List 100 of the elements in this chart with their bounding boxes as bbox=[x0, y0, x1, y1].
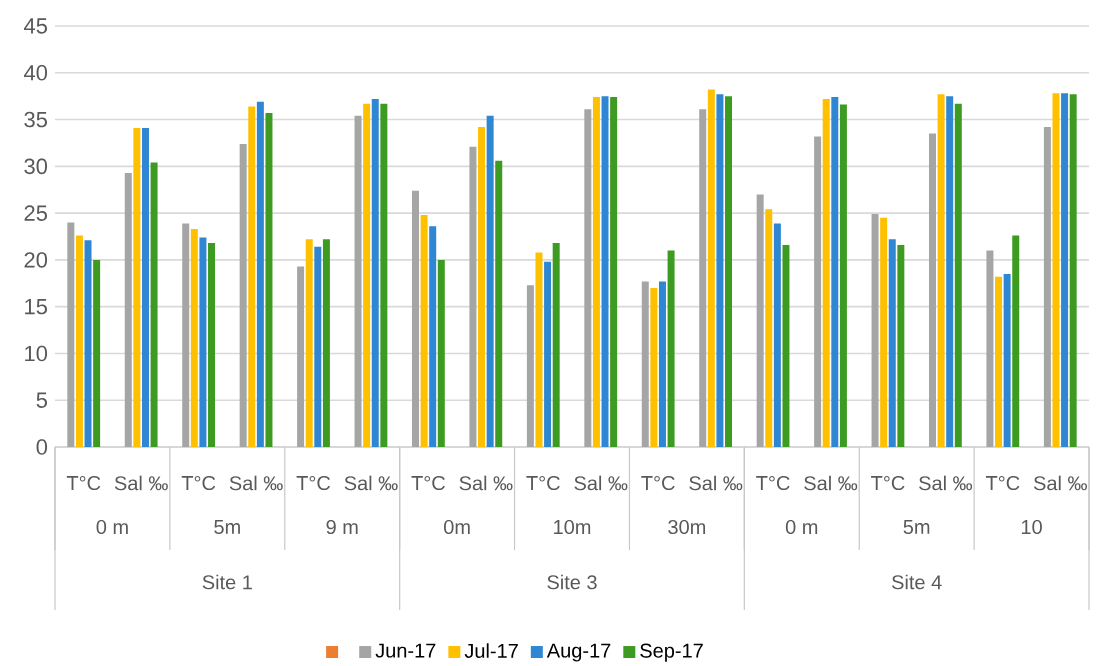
bar bbox=[928, 133, 936, 447]
x-tick-label: Sal ‰ bbox=[574, 475, 628, 491]
bar bbox=[84, 240, 92, 447]
text: 0 m bbox=[96, 519, 128, 535]
bar bbox=[199, 237, 207, 447]
bar bbox=[888, 239, 896, 447]
bar bbox=[756, 194, 764, 447]
x-tick-label: T°C bbox=[411, 475, 445, 491]
bar bbox=[420, 214, 428, 447]
bar bbox=[248, 106, 256, 447]
bar bbox=[141, 127, 149, 447]
y-tick-label: 20 bbox=[24, 252, 48, 268]
legend-label: Aug-17 bbox=[546, 643, 611, 662]
text: 10 bbox=[1021, 519, 1042, 535]
bar bbox=[1069, 94, 1077, 447]
bar bbox=[1052, 93, 1060, 447]
legend-label: Sep-17 bbox=[640, 643, 703, 662]
x-tick-label: T°C bbox=[296, 475, 331, 491]
x-tick-label: Sal ‰ bbox=[919, 475, 973, 491]
bar bbox=[363, 103, 371, 447]
y-tick-label: 15 bbox=[25, 299, 47, 315]
bar bbox=[610, 97, 618, 447]
y-tick-label: 45 bbox=[23, 18, 47, 34]
x-tick-label: Sal ‰ bbox=[459, 475, 513, 491]
text: 30m bbox=[668, 519, 706, 535]
text: 5m bbox=[903, 520, 930, 534]
bar bbox=[208, 243, 216, 447]
x-tick-label: T°C bbox=[181, 475, 216, 491]
bar bbox=[822, 98, 830, 447]
bar bbox=[535, 252, 543, 447]
x-tick-label: T°C bbox=[66, 475, 101, 491]
text: Site 4 bbox=[892, 574, 942, 590]
y-tick-label: 0 bbox=[36, 439, 48, 455]
bar bbox=[584, 109, 592, 447]
bar bbox=[526, 285, 534, 447]
y-tick-label: 35 bbox=[24, 111, 47, 128]
y-tick-label: 30 bbox=[24, 158, 48, 175]
bar bbox=[380, 103, 388, 447]
x-tick-label: Sal ‰ bbox=[344, 475, 398, 491]
bar bbox=[880, 217, 888, 447]
bar bbox=[658, 281, 666, 447]
bar bbox=[486, 115, 494, 447]
bar bbox=[1061, 93, 1069, 447]
bar bbox=[1012, 235, 1020, 447]
text: 0 m bbox=[785, 519, 818, 535]
x-tick-label: T°C bbox=[526, 475, 560, 491]
text: 9 m bbox=[326, 519, 358, 535]
bar bbox=[831, 97, 839, 447]
bar bbox=[150, 162, 158, 447]
bar bbox=[412, 190, 419, 447]
bar bbox=[946, 96, 954, 447]
y-tick-label: 40 bbox=[23, 65, 48, 81]
text: 10m bbox=[554, 519, 591, 535]
text: 5m bbox=[214, 520, 240, 534]
bar bbox=[937, 94, 945, 447]
x-tick-label: Sal ‰ bbox=[229, 475, 283, 491]
bar bbox=[592, 97, 600, 447]
bar bbox=[986, 250, 994, 447]
x-tick-label: T°C bbox=[756, 475, 790, 491]
legend-label: Jul-17 bbox=[464, 643, 518, 658]
bar bbox=[650, 287, 658, 447]
bar bbox=[601, 96, 609, 447]
text: Site 3 bbox=[547, 574, 597, 590]
bar bbox=[93, 259, 101, 447]
bar bbox=[544, 261, 552, 447]
x-tick-label: Sal ‰ bbox=[114, 475, 168, 491]
bar bbox=[552, 243, 560, 447]
bar bbox=[641, 281, 649, 447]
bar bbox=[182, 223, 190, 447]
bar bbox=[716, 94, 724, 447]
bar bbox=[133, 127, 141, 447]
bar bbox=[725, 96, 733, 447]
y-tick-label: 5 bbox=[36, 392, 47, 408]
y-tick-label: 25 bbox=[24, 205, 47, 221]
bar bbox=[897, 244, 905, 447]
x-tick-label: Sal ‰ bbox=[689, 475, 743, 491]
bar bbox=[354, 115, 362, 447]
legend-label: Jun-17 bbox=[375, 643, 436, 658]
x-tick-label: T°C bbox=[641, 475, 675, 491]
bar bbox=[67, 222, 75, 447]
text: 0m bbox=[444, 519, 470, 535]
x-tick-label: T°C bbox=[985, 475, 1020, 491]
bar bbox=[871, 214, 879, 447]
bar bbox=[707, 89, 715, 447]
bar bbox=[256, 101, 264, 447]
bar bbox=[765, 209, 773, 447]
bar bbox=[190, 229, 198, 447]
x-tick-label: T°C bbox=[871, 475, 905, 491]
bar bbox=[773, 223, 781, 447]
bar bbox=[667, 250, 675, 447]
text: Site 1 bbox=[202, 574, 252, 590]
bar bbox=[478, 127, 486, 447]
bar bbox=[995, 276, 1003, 447]
bar bbox=[305, 239, 313, 447]
bar bbox=[839, 104, 847, 447]
bar bbox=[429, 226, 437, 447]
bar bbox=[469, 146, 477, 447]
x-tick-label: Sal ‰ bbox=[804, 475, 858, 491]
bar bbox=[314, 246, 322, 447]
bar bbox=[437, 259, 445, 447]
